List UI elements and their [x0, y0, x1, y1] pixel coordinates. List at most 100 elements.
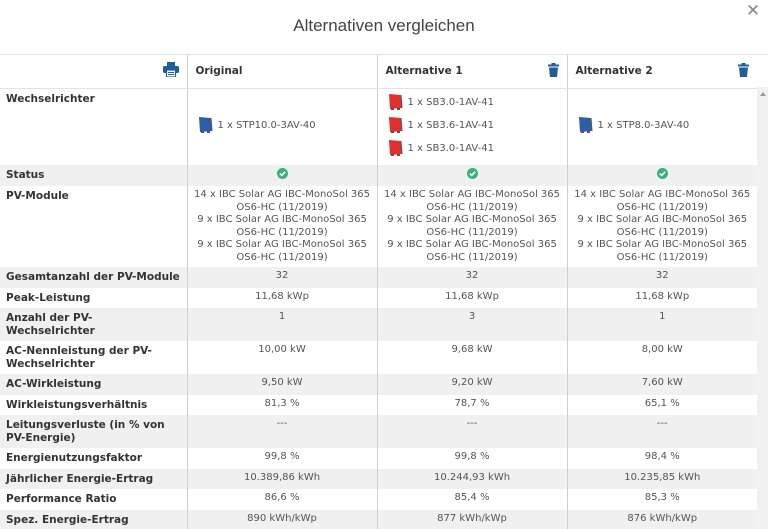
vertical-scrollbar[interactable] [757, 87, 768, 529]
value-cell: --- [566, 415, 757, 448]
inverter-item: 1 x SB3.0-1AV-41 [388, 92, 561, 115]
value-cell: 86,6 % [186, 489, 377, 510]
row-label: Wechselrichter [0, 88, 187, 165]
modal-title: Alternativen vergleichen [293, 16, 475, 35]
table-row-inverters: Wechselrichter 1 x STP10.0-3AV-40 1 x SB… [0, 88, 757, 165]
column-header-original: Original [186, 55, 377, 89]
table-header-row: Original Alternative 1 Alternative 2 [0, 55, 757, 89]
column-header-alternative-1: Alternative 1 [376, 55, 567, 89]
table-row-ac-nominal: AC-Nennleistung der PV-Wechselrichter 10,… [0, 341, 757, 374]
row-label: Performance Ratio [0, 489, 187, 510]
row-label: Jährlicher Energie-Ertrag [0, 468, 187, 489]
check-circle-icon [656, 167, 668, 184]
value-cell: 32 [376, 267, 567, 288]
table-row-total-modules: Gesamtanzahl der PV-Module 32 32 32 [0, 267, 757, 288]
row-label: Gesamtanzahl der PV-Module [0, 267, 187, 288]
value-cell: 11,68 kWp [186, 287, 377, 308]
scroll-up-arrow-icon[interactable] [760, 92, 766, 96]
row-label: Leitungsverluste (in % von PV-Energie) [0, 415, 187, 448]
row-label: PV-Module [0, 186, 187, 267]
table-row-pv-modules: PV-Module 14 x IBC Solar AG IBC-MonoSol … [0, 186, 757, 267]
value-cell: 78,7 % [376, 394, 567, 415]
inverter-label: 1 x SB3.0-1AV-41 [407, 97, 495, 109]
value-cell: 876 kWh/kWp [566, 509, 757, 529]
inverter-label: 1 x SB3.0-1AV-41 [407, 143, 495, 155]
comparison-table-container[interactable]: Original Alternative 1 Alternative 2 [0, 54, 768, 529]
row-label: AC-Wirkleistung [0, 374, 187, 395]
value-cell: 81,3 % [186, 394, 377, 415]
module-line: 14 x IBC Solar AG IBC-MonoSol 365 OS6-HC… [574, 189, 751, 213]
row-label: Anzahl der PV-Wechselrichter [0, 308, 187, 341]
table-row-inverter-count: Anzahl der PV-Wechselrichter 1 3 1 [0, 308, 757, 341]
value-cell: 890 kWh/kWp [186, 509, 377, 529]
column-header-alternative-2: Alternative 2 [566, 55, 757, 89]
status-cell [186, 164, 377, 186]
table-row-performance-ratio: Performance Ratio 86,6 % 85,4 % 85,3 % [0, 489, 757, 510]
inverter-label: 1 x STP8.0-3AV-40 [597, 120, 690, 132]
value-cell: 1 [566, 308, 757, 341]
inverter-item: 1 x SB3.0-1AV-41 [388, 138, 561, 161]
inverter-device-icon [388, 139, 403, 161]
value-cell: 877 kWh/kWp [376, 509, 567, 529]
value-cell: 11,68 kWp [566, 287, 757, 308]
value-cell: 99,8 % [376, 448, 567, 469]
value-cell: --- [186, 415, 377, 448]
row-label: AC-Nennleistung der PV-Wechselrichter [0, 341, 187, 374]
value-cell: --- [376, 415, 567, 448]
value-cell: 10.389,86 kWh [186, 468, 377, 489]
inverter-item: 1 x SB3.6-1AV-41 [388, 115, 561, 138]
value-cell: 10.235,85 kWh [566, 468, 757, 489]
table-row-line-losses: Leitungsverluste (in % von PV-Energie) --… [0, 415, 757, 448]
value-cell: 3 [376, 308, 567, 341]
value-cell: 32 [186, 267, 377, 288]
inverter-cell: 1 x STP10.0-3AV-40 [186, 88, 377, 165]
value-cell: 9,20 kW [376, 374, 567, 395]
value-cell: 99,8 % [186, 448, 377, 469]
check-circle-icon [276, 167, 288, 184]
inverter-device-icon [388, 93, 403, 115]
status-cell [376, 164, 567, 186]
row-label: Status [0, 164, 187, 186]
value-cell: 32 [566, 267, 757, 288]
row-label: Peak-Leistung [0, 287, 187, 308]
table-row-ac-active: AC-Wirkleistung 9,50 kW 9,20 kW 7,60 kW [0, 374, 757, 395]
inverter-item: 1 x STP8.0-3AV-40 [578, 115, 752, 138]
value-cell: 65,1 % [566, 394, 757, 415]
table-row-peak-power: Peak-Leistung 11,68 kWp 11,68 kWp 11,68 kWp [0, 287, 757, 308]
header-corner [0, 55, 187, 89]
module-line: 9 x IBC Solar AG IBC-MonoSol 365 OS6-HC … [197, 214, 367, 238]
trash-icon[interactable] [547, 62, 559, 80]
row-label: Spez. Energie-Ertrag [0, 509, 187, 529]
module-line: 14 x IBC Solar AG IBC-MonoSol 365 OS6-HC… [194, 189, 370, 213]
inverter-label: 1 x SB3.6-1AV-41 [407, 120, 495, 132]
module-line: 9 x IBC Solar AG IBC-MonoSol 365 OS6-HC … [387, 214, 557, 238]
inverter-device-icon [578, 116, 593, 138]
status-cell [566, 164, 757, 186]
value-cell: 10,00 kW [186, 341, 377, 374]
close-icon[interactable]: ✕ [745, 1, 761, 21]
inverter-device-icon [198, 116, 213, 138]
table-row-active-ratio: Wirkleistungsverhältnis 81,3 % 78,7 % 65,1 … [0, 394, 757, 415]
value-cell: 11,68 kWp [376, 287, 567, 308]
value-cell: 9,50 kW [186, 374, 377, 395]
pv-modules-cell: 14 x IBC Solar AG IBC-MonoSol 365 OS6-HC… [186, 186, 377, 267]
inverter-cell: 1 x SB3.0-1AV-41 1 x SB3.6-1AV-41 1 x SB3.… [376, 88, 567, 165]
value-cell: 10.244,93 kWh [376, 468, 567, 489]
inverter-item: 1 x STP10.0-3AV-40 [198, 115, 371, 138]
trash-icon[interactable] [738, 62, 749, 80]
comparison-table: Original Alternative 1 Alternative 2 [0, 55, 757, 529]
print-icon[interactable] [162, 62, 179, 80]
table-row-energy-usage: Energienutzungsfaktor 99,8 % 99,8 % 98,4 % [0, 448, 757, 469]
inverter-label: 1 x STP10.0-3AV-40 [217, 120, 316, 132]
column-title: Alternative 1 [385, 65, 463, 78]
value-cell: 85,3 % [566, 489, 757, 510]
inverter-device-icon [388, 116, 403, 138]
value-cell: 7,60 kW [566, 374, 757, 395]
table-row-annual-yield: Jährlicher Energie-Ertrag 10.389,86 kWh 10… [0, 468, 757, 489]
column-title: Original [195, 65, 243, 78]
module-line: 9 x IBC Solar AG IBC-MonoSol 365 OS6-HC … [577, 214, 748, 238]
row-label: Energienutzungsfaktor [0, 448, 187, 469]
table-row-specific-yield: Spez. Energie-Ertrag 890 kWh/kWp 877 kWh/k… [0, 509, 757, 529]
table-row-status: Status [0, 164, 757, 186]
value-cell: 1 [186, 308, 377, 341]
